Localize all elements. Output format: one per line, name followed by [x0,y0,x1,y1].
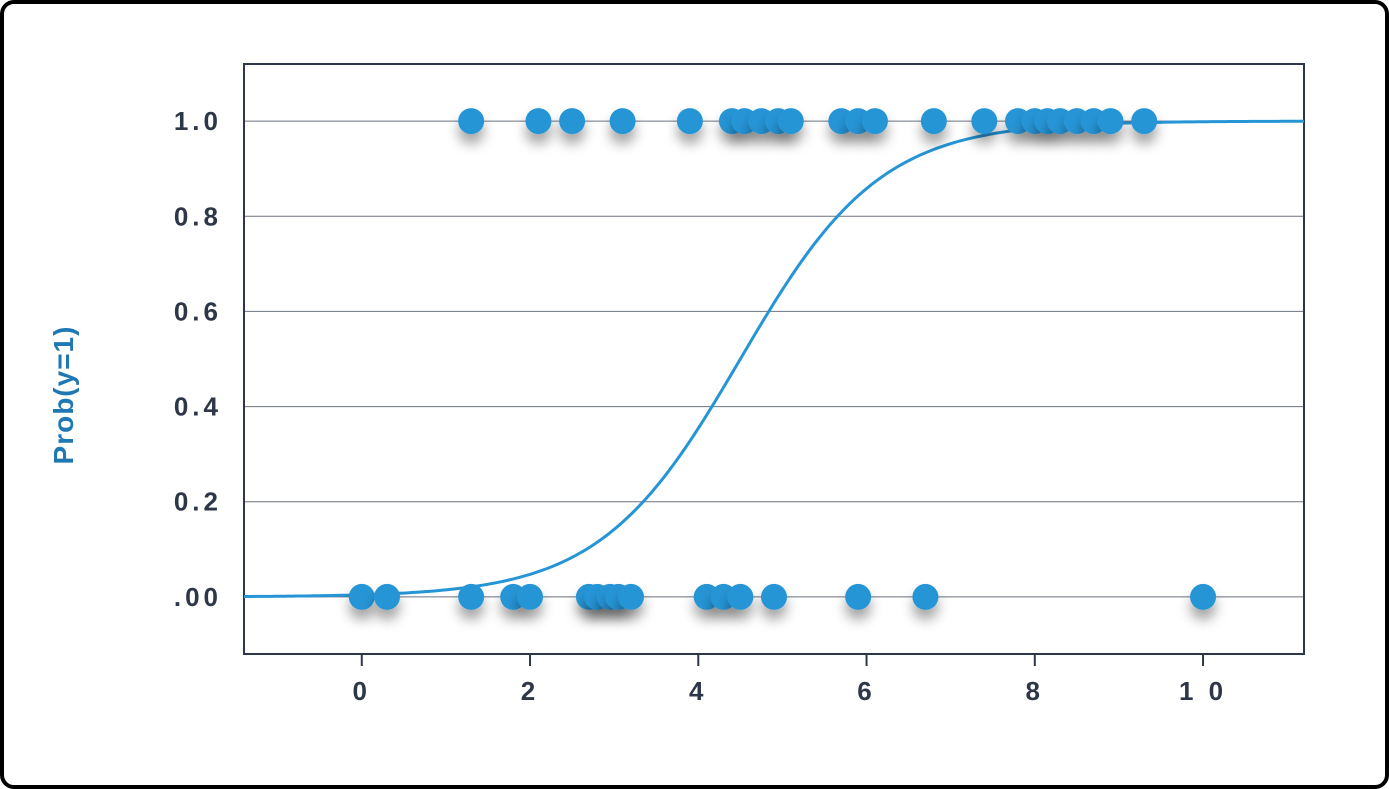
data-point [610,108,636,134]
data-point [349,584,375,610]
y-tick-label: 0.6 [174,296,222,326]
outer-frame: Prob(y=1) .00 0.2 0.4 0.6 0.8 1.0 0 2 4 6 8 1 0 [0,0,1389,789]
data-point [517,584,543,610]
data-point [862,108,888,134]
x-tick-label: 0 [353,676,371,706]
y-tick-label: 0.2 [174,487,222,517]
data-point [727,584,753,610]
data-point [761,584,787,610]
x-tick-label: 8 [1026,676,1044,706]
data-point [559,108,585,134]
data-point [1190,584,1216,610]
data-point [778,108,804,134]
data-point [374,584,400,610]
x-tick-label: 6 [857,676,875,706]
logistic-curve [244,121,1304,596]
y-tick-label: 1.0 [174,106,222,136]
data-point [971,108,997,134]
data-point [458,108,484,134]
x-tick-label: 1 0 [1179,676,1227,706]
plot-border [244,64,1304,654]
data-point [1098,108,1124,134]
logistic-chart: .00 0.2 0.4 0.6 0.8 1.0 0 2 4 6 8 1 0 [4,4,1385,785]
data-point [458,584,484,610]
data-point [525,108,551,134]
y-tick-label: 0.4 [174,392,222,422]
data-point [921,108,947,134]
x-tick-label: 2 [521,676,539,706]
y-axis-title: Prob(y=1) [48,325,80,464]
y-tick-label: .00 [174,582,222,612]
data-point [677,108,703,134]
x-tick-label: 4 [689,676,707,706]
y-tick-label: 0.8 [174,201,222,231]
data-point [845,584,871,610]
data-point [1131,108,1157,134]
data-point [912,584,938,610]
data-point [618,584,644,610]
chart-container: Prob(y=1) .00 0.2 0.4 0.6 0.8 1.0 0 2 4 6 8 1 0 [4,4,1385,785]
